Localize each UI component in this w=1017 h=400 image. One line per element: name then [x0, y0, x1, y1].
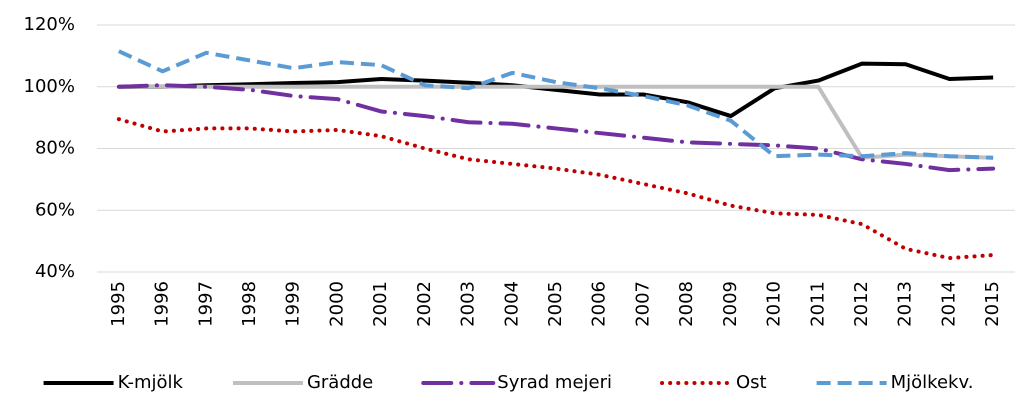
legend: K-mjölk Grädde Syrad mejeri Ost Mjölkekv. — [43, 372, 974, 393]
x-tick-label: 2012 — [851, 281, 872, 327]
x-tick-label: 2003 — [458, 281, 479, 327]
x-tick-label: 2014 — [938, 281, 959, 327]
x-tick-label: 1996 — [152, 281, 173, 327]
legend-item: Grädde — [232, 372, 373, 393]
x-tick-label: 2001 — [370, 281, 391, 327]
y-tick-label: 40% — [35, 261, 75, 282]
legend-label: Syrad mejeri — [497, 372, 612, 393]
x-tick-label: 2011 — [807, 281, 828, 327]
x-tick-label: 2006 — [589, 281, 610, 327]
legend-label: K-mjölk — [118, 372, 184, 393]
legend-label: Grädde — [307, 372, 373, 393]
y-tick-label: 80% — [35, 138, 75, 159]
x-tick-label: 2005 — [545, 281, 566, 327]
x-tick-label: 2004 — [501, 281, 522, 327]
legend-item: Syrad mejeri — [421, 372, 612, 393]
x-tick-label: 2009 — [720, 281, 741, 327]
x-tick-label: 2008 — [676, 281, 697, 327]
y-tick-label: 60% — [35, 199, 75, 220]
series-line — [118, 84, 994, 160]
x-tick-label: 2000 — [326, 281, 347, 327]
x-tick-label: 1999 — [283, 281, 304, 327]
series-line — [116, 117, 996, 261]
legend-item: K-mjölk — [43, 372, 184, 393]
series-line — [118, 61, 994, 119]
x-tick-label: 2007 — [632, 281, 653, 327]
x-tick-label: 2010 — [764, 281, 785, 327]
x-tick-label: 2002 — [414, 281, 435, 327]
legend-item: Ost — [660, 372, 767, 393]
legend-label: Ost — [736, 372, 767, 393]
x-tick-label: 1997 — [195, 281, 216, 327]
x-tick-label: 1998 — [239, 281, 260, 327]
x-tick-label: 2015 — [982, 281, 1003, 327]
x-tick-label: 1995 — [108, 281, 129, 327]
y-tick-label: 120% — [24, 14, 75, 35]
x-tick-label: 2013 — [895, 281, 916, 327]
legend-item: Mjölkekv. — [816, 372, 974, 393]
legend-label: Mjölkekv. — [891, 372, 974, 393]
series-line — [118, 49, 994, 160]
y-tick-label: 100% — [24, 76, 75, 97]
